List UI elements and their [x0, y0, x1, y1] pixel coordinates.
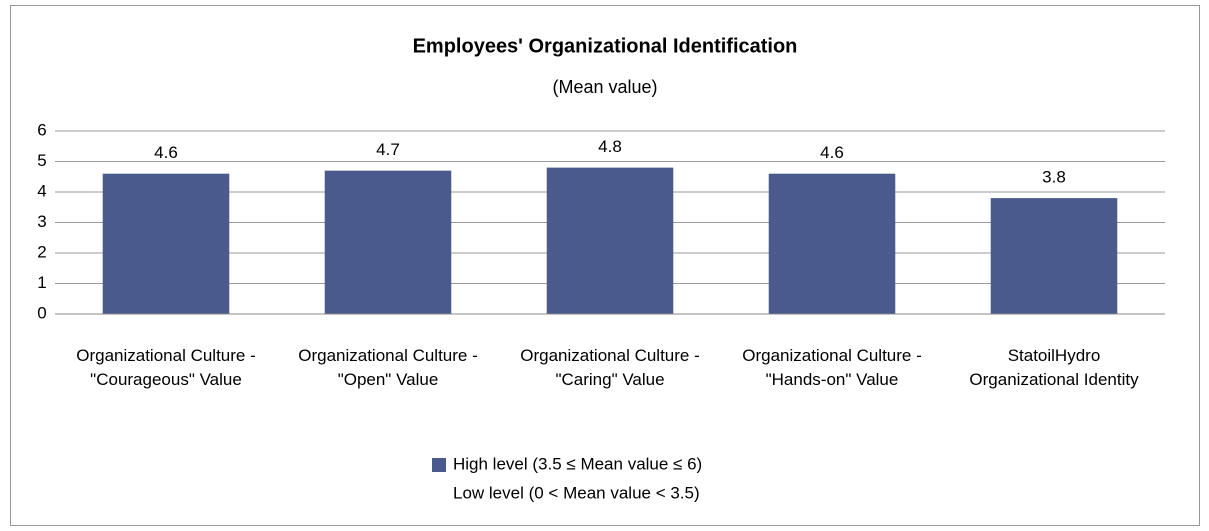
x-tick-label: Organizational Culture - "Courageous" Va…: [76, 346, 256, 389]
chart-title: Employees' Organizational Identification: [413, 35, 798, 57]
y-tick-label: 2: [37, 242, 46, 261]
chart-subtitle: (Mean value): [552, 77, 657, 97]
x-tick-label: Organizational Culture - "Hands-on" Valu…: [742, 346, 922, 389]
y-tick-label: 5: [37, 151, 46, 170]
bar: [768, 173, 896, 314]
legend-label: High level (3.5 ≤ Mean value ≤ 6): [453, 454, 702, 473]
bar: [102, 173, 230, 314]
x-tick-label: Organizational Culture - "Caring" Value: [520, 346, 700, 389]
legend-marker: [432, 458, 446, 472]
bar: [990, 198, 1118, 314]
y-tick-label: 4: [37, 181, 46, 200]
y-tick-label: 6: [37, 120, 46, 139]
x-tick-label: StatoilHydro Organizational Identity: [969, 346, 1139, 389]
legend-label: Low level (0 < Mean value < 3.5): [453, 483, 700, 502]
bar: [324, 170, 452, 314]
y-tick-label: 0: [37, 303, 46, 322]
x-tick-label: Organizational Culture - "Open" Value: [298, 346, 478, 389]
data-label: 4.8: [598, 137, 622, 156]
data-label: 3.8: [1042, 168, 1066, 187]
data-label: 4.6: [154, 143, 178, 162]
legend-marker: [432, 487, 446, 501]
y-tick-label: 1: [37, 273, 46, 292]
bar: [546, 167, 674, 314]
data-label: 4.6: [820, 143, 844, 162]
data-label: 4.7: [376, 140, 400, 159]
y-tick-label: 3: [37, 212, 46, 231]
